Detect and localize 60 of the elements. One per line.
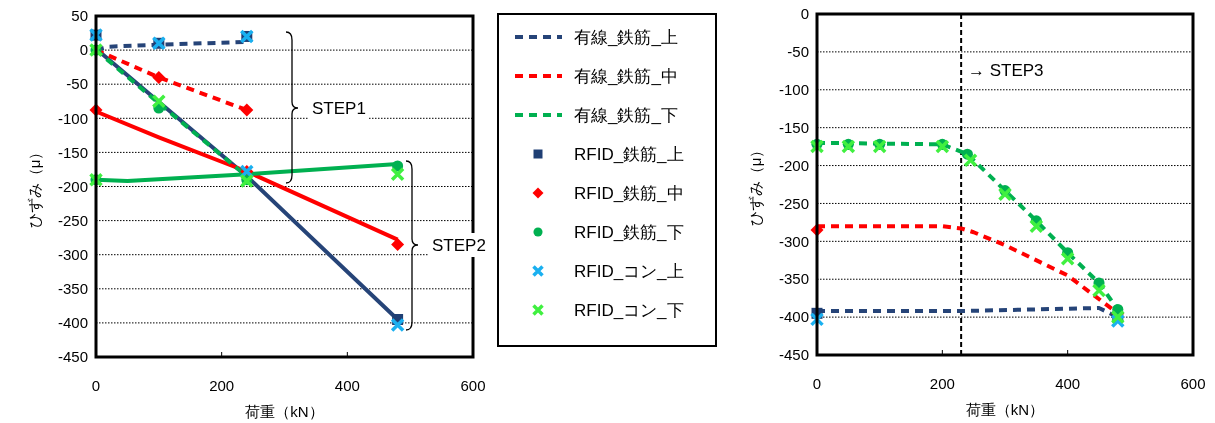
- y-tick-label: -150: [57, 143, 88, 161]
- y-tick-label: -300: [778, 232, 809, 250]
- y-tick-label: -200: [778, 156, 809, 174]
- point: [1029, 218, 1044, 234]
- point: [997, 187, 1013, 202]
- legend-label: RFID_鉄筋_下: [574, 222, 684, 242]
- point: [809, 139, 825, 154]
- y-axis-title: ひずみ（μ）: [26, 144, 44, 229]
- x-tick-label: 400: [334, 377, 360, 394]
- annotation: STEP2: [432, 235, 486, 255]
- point: [872, 139, 887, 154]
- y-tick-label: -400: [57, 314, 88, 332]
- point: [152, 70, 166, 84]
- y-tick-label: -350: [778, 270, 809, 288]
- y-tick-label: -50: [787, 43, 809, 61]
- legend-label: 有線_鉄筋_下: [574, 105, 678, 125]
- x-tick-label: 0: [812, 375, 822, 392]
- y-tick-label: -50: [66, 75, 88, 93]
- y-tick-label: -300: [57, 245, 88, 263]
- legend-label: RFID_鉄筋_上: [574, 144, 684, 164]
- x-tick-label: 200: [929, 375, 955, 392]
- annotation: → STEP3: [968, 60, 1044, 80]
- point: [935, 139, 950, 154]
- y-tick-label: -250: [778, 194, 809, 212]
- y-tick-label: -400: [778, 308, 809, 326]
- point: [809, 312, 825, 327]
- point: [1060, 251, 1075, 267]
- legend-label: 有線_鉄筋_中: [574, 66, 678, 86]
- legend-label: 有線_鉄筋_上: [574, 27, 678, 47]
- y-tick-label: -100: [778, 81, 809, 99]
- y-tick-label: -350: [57, 280, 88, 298]
- point: [1091, 283, 1107, 298]
- legend-label: RFID_鉄筋_中: [574, 183, 684, 203]
- annotation: STEP1: [312, 98, 366, 118]
- point: [240, 103, 254, 117]
- x-tick-label: 0: [91, 377, 101, 394]
- x-tick-label: 400: [1055, 375, 1081, 392]
- y-tick-label: 0: [800, 5, 809, 23]
- y-tick-label: -450: [57, 348, 88, 366]
- x-axis-title: 荷重（kN）: [965, 401, 1045, 418]
- point: [390, 166, 405, 182]
- point: [841, 139, 856, 154]
- legend-label: RFID_コン_上: [574, 261, 684, 281]
- legend-label: RFID_コン_下: [574, 300, 684, 320]
- y-tick-label: -100: [57, 109, 88, 127]
- y-tick-label: 50: [71, 7, 88, 25]
- point: [391, 237, 405, 251]
- x-tick-label: 600: [1180, 375, 1206, 392]
- point: [390, 317, 405, 333]
- y-tick-label: -150: [778, 118, 809, 136]
- y-tick-label: -200: [57, 177, 88, 195]
- x-tick-label: 200: [209, 377, 235, 394]
- x-tick-label: 600: [460, 377, 486, 394]
- y-axis-title: ひずみ（μ）: [747, 142, 765, 227]
- point: [151, 94, 167, 109]
- x-axis-title: 荷重（kN）: [245, 403, 324, 420]
- y-tick-label: -250: [57, 211, 88, 229]
- point: [963, 153, 978, 168]
- y-tick-label: -450: [778, 346, 809, 364]
- y-tick-label: 0: [79, 41, 88, 59]
